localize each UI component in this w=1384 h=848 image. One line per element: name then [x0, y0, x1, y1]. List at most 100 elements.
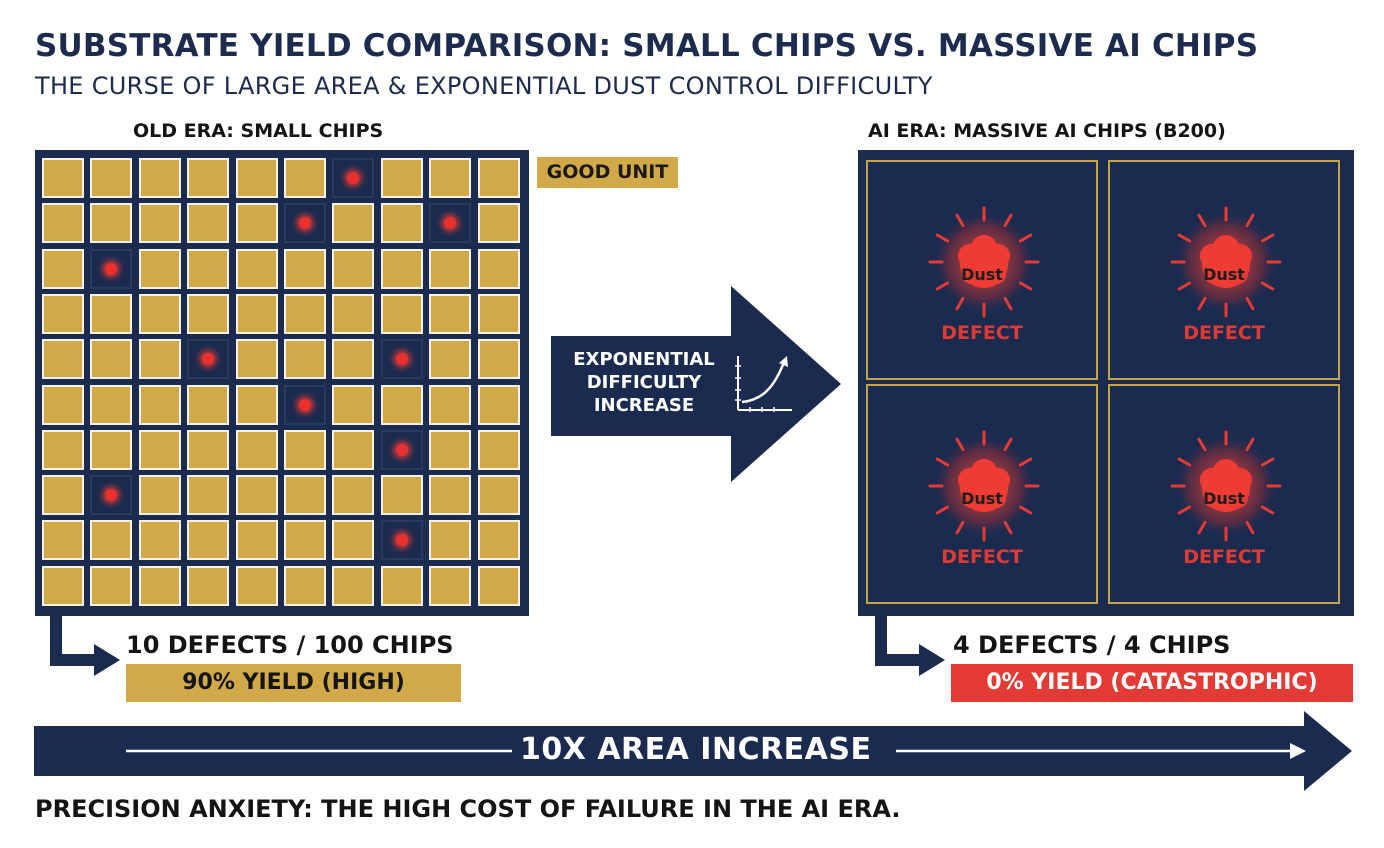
- good-chip-cell: [42, 429, 84, 470]
- defective-chip-cell: [380, 429, 423, 470]
- good-chip-cell: [380, 203, 423, 244]
- good-chip-cell: [477, 520, 520, 561]
- good-chip-cell: [90, 293, 133, 334]
- good-chip-cell: [138, 520, 181, 561]
- good-chip-cell: [138, 565, 181, 606]
- massive-chip-cell: Dust DEFECT: [1108, 160, 1340, 380]
- good-chip-cell: [477, 158, 520, 198]
- good-chip-cell: [90, 339, 133, 380]
- good-chip-cell: [332, 475, 375, 516]
- good-chip-cell: [138, 203, 181, 244]
- good-chip-cell: [187, 203, 230, 244]
- good-chip-cell: [380, 293, 423, 334]
- area-increase-label: 10X AREA INCREASE: [520, 732, 872, 767]
- defective-chip-cell: [284, 384, 326, 425]
- good-chip-cell: [90, 429, 133, 470]
- massive-chip-grid: Dust DEFECT Dust DEFECT Dust DEFECT Dust DEFECT: [858, 150, 1354, 616]
- growth-curve-icon: [735, 356, 792, 412]
- good-chip-cell: [42, 565, 84, 606]
- good-chip-cell: [429, 384, 472, 425]
- massive-chips-yield-badge: 0% YIELD (CATASTROPHIC): [951, 664, 1353, 702]
- good-chip-cell: [477, 384, 520, 425]
- good-chip-cell: [284, 158, 326, 198]
- good-chip-cell: [138, 339, 181, 380]
- dust-burst-icon: [1170, 206, 1282, 318]
- dust-burst-icon: [928, 430, 1040, 542]
- good-chip-cell: [42, 293, 84, 334]
- massive-chips-defect-count: 4 DEFECTS / 4 CHIPS: [953, 631, 1231, 659]
- good-chip-cell: [477, 203, 520, 244]
- good-chip-cell: [235, 520, 278, 561]
- good-chip-cell: [235, 565, 278, 606]
- defective-chip-cell: [90, 475, 133, 516]
- good-chip-cell: [332, 248, 375, 289]
- good-chip-cell: [187, 565, 230, 606]
- defective-chip-cell: [380, 339, 423, 380]
- good-chip-cell: [235, 384, 278, 425]
- good-chip-cell: [284, 565, 326, 606]
- dust-burst-icon: [928, 206, 1040, 318]
- defective-chip-cell: [187, 339, 230, 380]
- defective-chip-cell: [429, 203, 472, 244]
- massive-chip-cell: Dust DEFECT: [866, 384, 1098, 604]
- good-chip-cell: [42, 203, 84, 244]
- massive-chip-cell: Dust DEFECT: [1108, 384, 1340, 604]
- good-chip-cell: [235, 248, 278, 289]
- good-chip-cell: [42, 384, 84, 425]
- good-chip-cell: [187, 429, 230, 470]
- good-chip-cell: [332, 293, 375, 334]
- difficulty-line-2: DIFFICULTY: [586, 372, 702, 393]
- exponential-difficulty-text: EXPONENTIAL DIFFICULTY INCREASE: [560, 348, 728, 417]
- good-chip-cell: [380, 248, 423, 289]
- defective-chip-cell: [90, 248, 133, 289]
- good-chip-cell: [429, 293, 472, 334]
- good-chip-cell: [90, 520, 133, 561]
- good-chip-cell: [429, 565, 472, 606]
- defect-label: DEFECT: [941, 546, 1023, 568]
- left-result-arrow: [50, 614, 120, 676]
- good-chip-cell: [332, 520, 375, 561]
- page-subtitle: THE CURSE OF LARGE AREA & EXPONENTIAL DU…: [35, 72, 933, 100]
- good-chip-cell: [477, 339, 520, 380]
- good-chip-cell: [429, 339, 472, 380]
- good-chip-cell: [138, 158, 181, 198]
- good-chip-cell: [380, 475, 423, 516]
- good-chip-cell: [187, 158, 230, 198]
- good-chip-cell: [380, 384, 423, 425]
- good-chip-cell: [187, 293, 230, 334]
- good-chip-cell: [284, 475, 326, 516]
- dust-label: Dust: [961, 489, 1003, 508]
- good-chip-cell: [429, 248, 472, 289]
- small-chips-defect-count: 10 DEFECTS / 100 CHIPS: [126, 631, 454, 659]
- good-chip-cell: [235, 339, 278, 380]
- page-title: SUBSTRATE YIELD COMPARISON: SMALL CHIPS …: [35, 28, 1259, 64]
- good-chip-cell: [429, 158, 472, 198]
- dust-label: Dust: [1203, 489, 1245, 508]
- dust-label: Dust: [1203, 265, 1245, 284]
- good-chip-cell: [138, 293, 181, 334]
- defect-label: DEFECT: [1183, 322, 1265, 344]
- small-chips-yield-badge: 90% YIELD (HIGH): [126, 664, 461, 702]
- exponential-arrow: [551, 286, 841, 482]
- good-chip-cell: [138, 475, 181, 516]
- good-chip-cell: [429, 429, 472, 470]
- defective-chip-cell: [332, 158, 375, 198]
- good-chip-cell: [235, 158, 278, 198]
- good-chip-cell: [380, 565, 423, 606]
- dust-burst-icon: [1170, 430, 1282, 542]
- good-chip-cell: [284, 429, 326, 470]
- defect-label: DEFECT: [941, 322, 1023, 344]
- good-chip-cell: [477, 475, 520, 516]
- good-chip-cell: [477, 565, 520, 606]
- good-chip-cell: [138, 384, 181, 425]
- good-unit-legend: GOOD UNIT: [537, 157, 678, 188]
- good-chip-cell: [284, 248, 326, 289]
- small-chips-label: OLD ERA: SMALL CHIPS: [133, 120, 384, 142]
- footer-caption: PRECISION ANXIETY: THE HIGH COST OF FAIL…: [35, 795, 901, 823]
- good-chip-cell: [235, 293, 278, 334]
- defect-label: DEFECT: [1183, 546, 1265, 568]
- massive-chips-label: AI ERA: MASSIVE AI CHIPS (B200): [868, 120, 1226, 142]
- good-chip-cell: [477, 248, 520, 289]
- good-chip-cell: [380, 158, 423, 198]
- defective-chip-cell: [380, 520, 423, 561]
